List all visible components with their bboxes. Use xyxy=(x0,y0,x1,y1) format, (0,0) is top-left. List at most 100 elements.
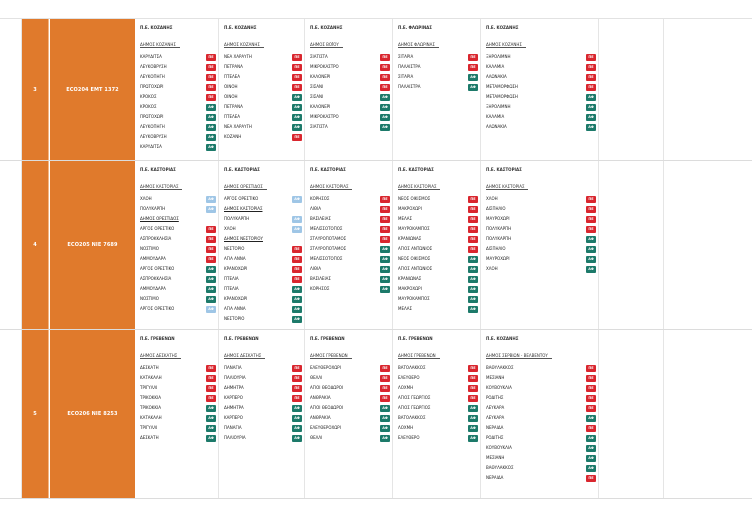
stop-name: ΜΙΚΡΟΚΑΣΤΡΟ xyxy=(310,64,339,69)
direction-badge: ΑΦ xyxy=(206,104,216,111)
direction-badge: ΑΦ xyxy=(292,196,302,203)
municipality-heading: ΔΗΜΟΣ ΔΕΣΚΑΤΗΣ xyxy=(140,353,182,359)
stop-name: ΡΟΔΙΤΗΣ xyxy=(486,435,504,440)
direction-badge: ΑΦ xyxy=(206,114,216,121)
region-heading: Π.Ε. ΓΡΕΒΕΝΩΝ xyxy=(310,336,345,341)
list-item: ΔΗΜΟΣ ΚΑΣΤΟΡΙΑΣ xyxy=(224,205,301,215)
direction-badge: ΑΦ xyxy=(206,425,216,432)
route-cell: Π.Ε. ΓΡΕΒΕΝΩΝ ΔΗΜΟΣ ΔΕΣΚΑΤΗΣ ΠΑΝΑΓΙΑ ΠΕ ΠΑΛΙ… xyxy=(219,330,305,498)
stop-name: ΜΕΤΑΜΟΡΦΩΣΗ xyxy=(486,84,518,89)
direction-badge: ΠΕ xyxy=(586,64,596,71)
stop-name: ΔΗΜΟΣ ΟΡΕΣΤΙΔΟΣ xyxy=(140,216,179,221)
list-item: ΚΑΤΑΚΑΛΗ ΑΦ xyxy=(140,414,216,424)
stop-name: ΑΓΙΟΣ ΑΝΤΩΝΙΟΣ xyxy=(398,266,433,271)
list-item: ΚΑΛΑΜΙΑ ΑΦ xyxy=(486,113,596,123)
direction-badge: ΑΦ xyxy=(292,114,302,121)
list-item: ΚΑΛΟΝΕΡΙ ΑΦ xyxy=(310,103,390,113)
direction-badge: ΠΕ xyxy=(586,375,596,382)
route-block: Π.Ε. ΚΑΣΤΟΡΙΑΣ ΔΗΜΟΣ ΚΑΣΤΟΡΙΑΣ ΚΟΡΗΣΟΣ ΠΕ ΛΙ… xyxy=(305,161,392,295)
route-cell xyxy=(664,161,752,329)
stop-name: ΑΛΩΝΑΚΙΑ xyxy=(486,74,507,79)
list-item: ΚΟΖΑΝΗ ΠΕ xyxy=(224,133,302,143)
list-item: ΔΙΣΠΗΛΙΟ ΑΦ xyxy=(486,245,596,255)
list-item: ΒΑΘΥΛΑΚΚΟΣ ΑΦ xyxy=(486,464,596,474)
route-block: Π.Ε. ΚΑΣΤΟΡΙΑΣ ΔΗΜΟΣ ΚΑΣΤΟΡΙΑΣ ΧΛΟΗ ΑΦ ΠΟΛΥΚ… xyxy=(135,161,218,315)
stop-name: ΛΕΥΚΟΠΗΓΗ xyxy=(140,124,165,129)
row-number: 3 xyxy=(33,86,37,93)
list-item: ΧΛΟΗ ΠΕ xyxy=(486,195,596,205)
list-item: ΠΟΛΥΚΑΡΠΗ ΑΦ xyxy=(224,215,302,225)
stop-name: ΚΡΑΝΙΩΝΑΣ xyxy=(398,276,422,281)
stop-name: ΔΙΣΠΗΛΙΟ xyxy=(486,206,506,211)
list-item: ΛΕΥΚΟΠΗΓΗ ΠΕ xyxy=(140,73,216,83)
stop-name: ΜΕΣΙΑΝΗ xyxy=(486,455,505,460)
table-row: 4 ECO205 NIE 7689 Π.Ε. ΚΑΣΤΟΡΙΑΣ ΔΗΜΟΣ ΚΑΣΤ… xyxy=(0,161,752,330)
list-item: ΚΟΡΗΣΟΣ ΑΦ xyxy=(310,285,390,295)
vehicle-code-cell: ECO205 NIE 7689 xyxy=(50,161,135,329)
list-item: ΝΕΑ ΧΑΡΑΥΓΗ ΑΦ xyxy=(224,123,302,133)
list-item: ΚΟΡΗΣΟΣ ΠΕ xyxy=(310,195,390,205)
direction-badge: ΠΕ xyxy=(292,365,302,372)
list-item: ΕΛΕΥΘΕΡΟΧΩΡΙ ΠΕ xyxy=(310,364,390,374)
direction-badge: ΑΦ xyxy=(468,425,478,432)
list-item: ΣΙΣΑΝΙ ΑΦ xyxy=(310,93,390,103)
list-item: ΑΡΓΟΣ ΟΡΕΣΤΙΚΟ ΑΦ xyxy=(140,305,216,315)
list-item: ΡΟΔΙΤΗΣ ΑΦ xyxy=(486,434,596,444)
stop-name: ΤΡΙΚΟΚΚΙΑ xyxy=(140,405,161,410)
direction-badge: ΑΦ xyxy=(586,465,596,472)
stop-name: ΣΤΑΥΡΟΠΟΤΑΜΟΣ xyxy=(310,236,347,241)
municipality-heading: ΔΗΜΟΣ ΚΑΣΤΟΡΙΑΣ xyxy=(310,184,353,190)
direction-badge: ΑΦ xyxy=(468,256,478,263)
direction-badge: ΠΕ xyxy=(586,365,596,372)
stop-name: ΝΕΑ ΧΑΡΑΥΓΗ xyxy=(224,54,252,59)
route-block: Π.Ε. ΚΟΖΑΝΗΣ ΔΗΜΟΣ ΣΕΡΒΙΩΝ - ΒΕΛΒΕΝΤΟΥ ΒΑΘ… xyxy=(481,330,598,484)
municipality-heading: ΔΗΜΟΣ ΚΑΣΤΟΡΙΑΣ xyxy=(486,184,529,190)
stop-name: ΛΕΥΚΑΡΑ xyxy=(486,405,505,410)
stop-name: ΜΕΣΙΑΝΗ xyxy=(486,375,505,380)
direction-badge: ΑΦ xyxy=(206,196,216,203)
list-item: ΚΑΤΑΚΑΛΗ ΠΕ xyxy=(140,374,216,384)
direction-badge: ΑΦ xyxy=(468,296,478,303)
list-item: ΛΕΥΚΟΒΡΥΣΗ ΑΦ xyxy=(140,133,216,143)
list-item: ΑΣΠΡΟΚΚΛΗΣΙΑ ΑΦ xyxy=(140,275,216,285)
list-item: ΔΕΣΚΑΤΗ ΠΕ xyxy=(140,364,216,374)
list-item: ΒΑΣΙΛΕΙΑΣ ΑΦ xyxy=(310,275,390,285)
stop-name: ΔΗΜΟΣ ΚΑΣΤΟΡΙΑΣ xyxy=(224,206,263,211)
stop-name: ΛΕΥΚΟΒΡΥΣΗ xyxy=(140,134,167,139)
stop-name: ΜΕΤΑΜΟΡΦΩΣΗ xyxy=(486,94,518,99)
direction-badge: ΠΕ xyxy=(586,475,596,482)
stop-list: ΠΑΝΑΓΙΑ ΠΕ ΠΑΛΙΟΥΡΙΑ ΠΕ ΔΗΜΗΤΡΑ ΠΕ ΚΑΡΠΕΡΟ ΠΕ ΔΗ… xyxy=(224,364,302,444)
direction-badge: ΑΦ xyxy=(292,316,302,323)
list-item: ΚΟΥΒΟΥΚΛΙΑ ΠΕ xyxy=(486,384,596,394)
stop-name: ΑΜΜΟΥΔΑΡΑ xyxy=(140,256,166,261)
list-item: ΔΗΜΟΣ ΟΡΕΣΤΙΔΟΣ xyxy=(140,215,215,225)
direction-badge: ΠΕ xyxy=(586,385,596,392)
stop-name: ΧΛΟΗ xyxy=(486,196,498,201)
row-number: 4 xyxy=(33,242,37,248)
stop-name: ΑΜΜΟΥΔΑΡΑ xyxy=(140,286,166,291)
route-cell: Π.Ε. ΚΟΖΑΝΗΣ ΔΗΜΟΣ ΒΟΪΟΥ ΣΙΑΤΙΣΤΑ ΠΕ ΜΙΚΡΟΚΑ… xyxy=(305,19,393,160)
stop-name: ΠΑΛΑΙΣΤΡΑ xyxy=(398,84,421,89)
direction-badge: ΑΦ xyxy=(468,306,478,313)
direction-badge: ΑΦ xyxy=(468,415,478,422)
stop-name: ΝΕΡΑΙΔΑ xyxy=(486,425,504,430)
route-cell: Π.Ε. ΓΡΕΒΕΝΩΝ ΔΗΜΟΣ ΓΡΕΒΕΝΩΝ ΕΛΕΥΘΕΡΟΧΩΡΙ Π… xyxy=(305,330,393,498)
list-item: ΚΑΡΠΕΡΟ ΠΕ xyxy=(224,394,302,404)
stop-name: ΠΤΕΛΙΑ xyxy=(224,276,239,281)
direction-badge: ΠΕ xyxy=(586,216,596,223)
direction-badge: ΠΕ xyxy=(206,84,216,91)
region-heading: Π.Ε. ΚΑΣΤΟΡΙΑΣ xyxy=(398,167,434,172)
route-cell xyxy=(599,330,664,498)
list-item: ΠΑΝΑΓΙΑ ΠΕ xyxy=(224,364,302,374)
direction-badge: ΠΕ xyxy=(468,395,478,402)
route-cell: Π.Ε. ΦΛΩΡΙΝΑΣ ΔΗΜΟΣ ΦΛΩΡΙΝΑΣ ΣΙΤΑΡΙΑ ΠΕ ΠΑΛΑ… xyxy=(393,19,481,160)
list-item: ΑΝΘΡΑΚΙΑ ΑΦ xyxy=(310,414,390,424)
list-item: ΠΕΤΡΑΝΑ ΠΕ xyxy=(224,63,302,73)
list-item: ΝΟΣΤΙΜΟ ΠΕ xyxy=(140,245,216,255)
list-item: ΔΗΜΗΤΡΑ ΑΦ xyxy=(224,404,302,414)
stop-name: ΟΙΝΟΗ xyxy=(224,84,238,89)
list-item: ΑΓΙΟΣ ΑΝΤΩΝΙΟΣ ΑΦ xyxy=(398,265,478,275)
direction-badge: ΑΦ xyxy=(206,306,216,313)
stop-list: ΒΑΤΟΛΑΚΚΟΣ ΠΕ ΕΛΕΥΘΕΡΟ ΠΕ ΛΟΧΜΗ ΠΕ ΑΓΙΟΣ ΓΕΩΡΓ… xyxy=(398,364,478,444)
stop-name: ΑΓΙΑ ΑΝΝΑ xyxy=(224,256,246,261)
